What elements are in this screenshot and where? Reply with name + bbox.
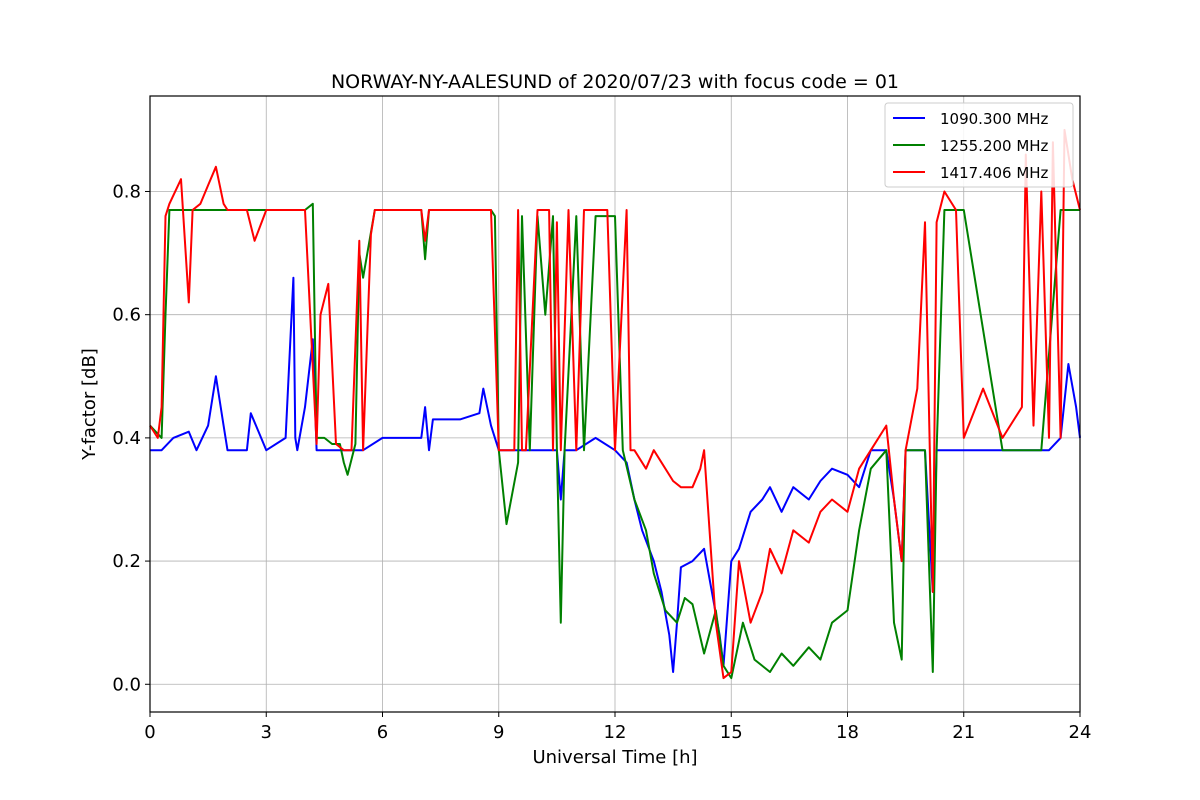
x-axis-label: Universal Time [h] bbox=[532, 747, 697, 768]
x-tick-label: 15 bbox=[720, 722, 743, 743]
y-axis-label: Y-factor [dB] bbox=[79, 348, 100, 461]
y-axis: 0.0 0.2 0.4 0.6 0.8 bbox=[112, 181, 150, 695]
chart-title: NORWAY-NY-AALESUND of 2020/07/23 with fo… bbox=[331, 71, 899, 93]
x-tick-label: 0 bbox=[144, 722, 155, 743]
x-tick-label: 24 bbox=[1069, 722, 1092, 743]
y-tick-label: 0.2 bbox=[112, 551, 141, 572]
x-tick-label: 3 bbox=[261, 722, 272, 743]
y-tick-label: 0.0 bbox=[112, 674, 141, 695]
series-layer bbox=[149, 128, 1081, 680]
legend-box bbox=[884, 102, 1074, 188]
x-tick-label: 21 bbox=[952, 722, 975, 743]
y-tick-label: 0.6 bbox=[112, 305, 141, 326]
x-axis: 0 3 6 9 12 15 18 21 24 bbox=[144, 712, 1091, 743]
series-line-3 bbox=[149, 128, 1081, 680]
legend-label-2: 1255.200 MHz bbox=[940, 137, 1049, 155]
legend-label-1: 1090.300 MHz bbox=[940, 110, 1049, 128]
legend-label-3: 1417.406 MHz bbox=[940, 164, 1049, 182]
legend: 1090.300 MHz 1255.200 MHz 1417.406 MHz bbox=[884, 102, 1074, 188]
y-tick-label: 0.8 bbox=[112, 181, 141, 202]
y-tick-label: 0.4 bbox=[112, 428, 141, 449]
x-tick-label: 9 bbox=[493, 722, 504, 743]
x-tick-label: 6 bbox=[377, 722, 388, 743]
x-tick-label: 12 bbox=[604, 722, 627, 743]
x-tick-label: 18 bbox=[836, 722, 859, 743]
